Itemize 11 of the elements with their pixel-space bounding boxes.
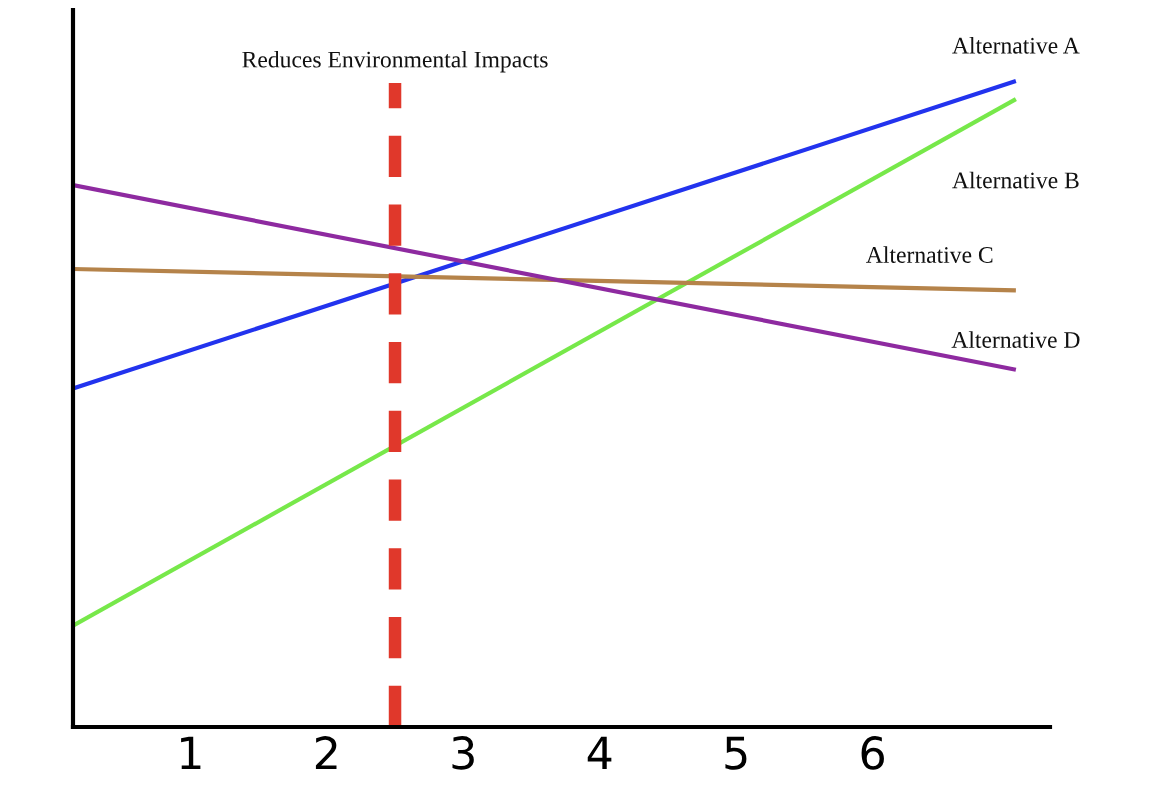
x-tick-label: 1 — [181, 736, 201, 770]
series-label: Alternative A — [952, 37, 1080, 54]
series-label: Alternative D — [951, 331, 1080, 348]
x-tick-label: 5 — [725, 736, 747, 770]
x-tick-label: 6 — [861, 736, 884, 770]
series-label: Alternative B — [952, 171, 1079, 189]
x-tick-label: 2 — [315, 736, 337, 770]
x-tick-label: 3 — [452, 736, 474, 770]
series-label: Alternative C — [866, 246, 993, 263]
x-tick-label: 4 — [587, 736, 612, 770]
ref-line-label: Reduces Environmental Impacts — [242, 50, 548, 73]
